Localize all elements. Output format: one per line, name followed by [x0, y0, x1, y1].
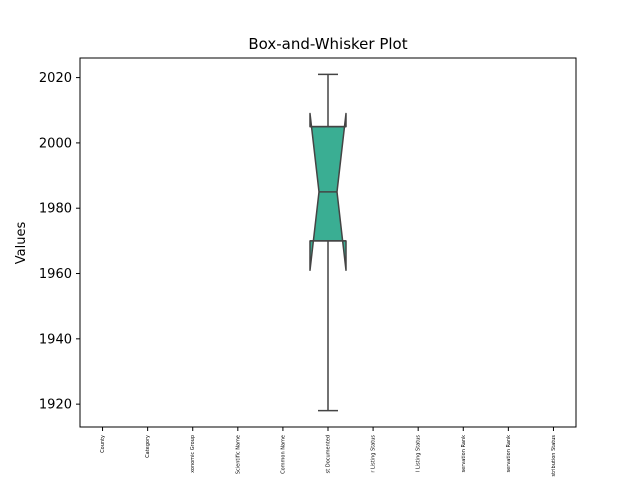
x-tick-label: County: [100, 435, 106, 453]
x-tick-label: Common Name: [280, 435, 286, 474]
x-tick-label: servation Rank: [461, 435, 467, 473]
y-tick-label: 2000: [39, 136, 72, 151]
x-tick-label: stribution Status: [551, 435, 557, 477]
y-tick-label: 1960: [39, 267, 72, 282]
y-tick-label: 1980: [39, 202, 72, 217]
x-tick-label: xonomic Group: [190, 435, 196, 473]
x-tick-label: Category: [145, 435, 151, 458]
y-tick-label: 1920: [39, 398, 72, 413]
x-tick-label: l Listing Status: [416, 435, 422, 472]
y-tick-label: 2020: [39, 71, 72, 86]
x-tick-label: Scientific Name: [235, 435, 241, 474]
x-tick-label: st Documented: [326, 435, 332, 473]
chart-title: Box-and-Whisker Plot: [248, 35, 407, 53]
y-axis-label: Values: [14, 222, 29, 265]
x-tick-label: r Listing Status: [371, 435, 377, 473]
y-tick-label: 1940: [39, 332, 72, 347]
x-tick-label: servation Rank: [506, 435, 512, 473]
